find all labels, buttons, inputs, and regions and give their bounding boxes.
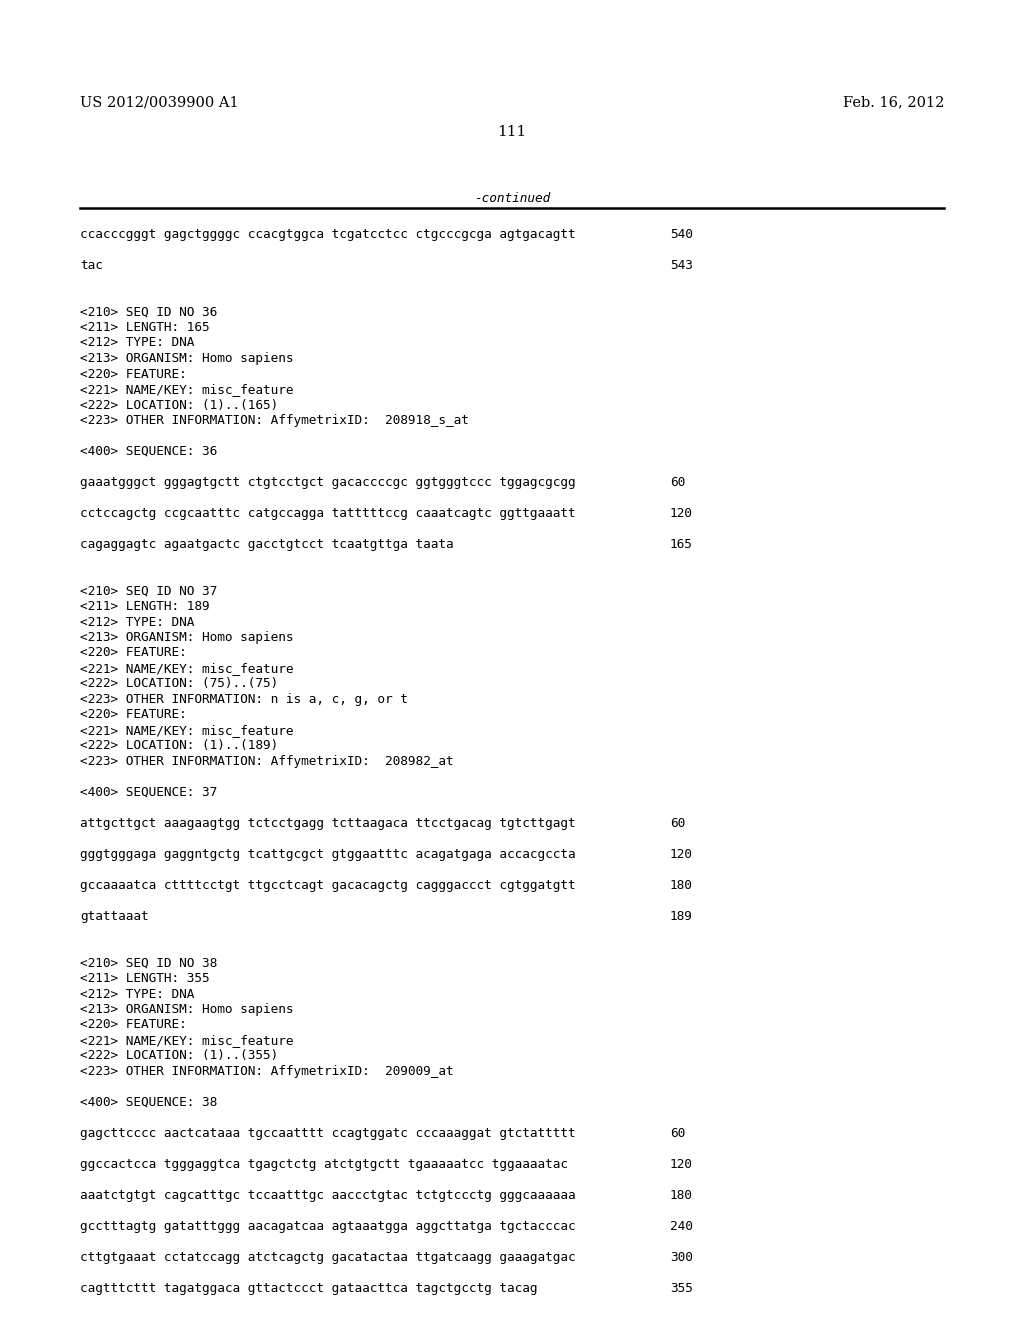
- Text: <213> ORGANISM: Homo sapiens: <213> ORGANISM: Homo sapiens: [80, 352, 294, 366]
- Text: 189: 189: [670, 909, 693, 923]
- Text: 60: 60: [670, 1127, 685, 1140]
- Text: <210> SEQ ID NO 37: <210> SEQ ID NO 37: [80, 585, 217, 598]
- Text: <210> SEQ ID NO 38: <210> SEQ ID NO 38: [80, 957, 217, 969]
- Text: cagaggagtc agaatgactc gacctgtcct tcaatgttga taata: cagaggagtc agaatgactc gacctgtcct tcaatgt…: [80, 539, 454, 550]
- Text: gcctttagtg gatatttggg aacagatcaa agtaaatgga aggcttatga tgctacccac: gcctttagtg gatatttggg aacagatcaa agtaaat…: [80, 1220, 575, 1233]
- Text: 543: 543: [670, 259, 693, 272]
- Text: <220> FEATURE:: <220> FEATURE:: [80, 367, 186, 380]
- Text: gaaatgggct gggagtgctt ctgtcctgct gacaccccgc ggtgggtccc tggagcgcgg: gaaatgggct gggagtgctt ctgtcctgct gacaccc…: [80, 477, 575, 488]
- Text: <221> NAME/KEY: misc_feature: <221> NAME/KEY: misc_feature: [80, 1034, 294, 1047]
- Text: 111: 111: [498, 125, 526, 139]
- Text: 60: 60: [670, 817, 685, 830]
- Text: cctccagctg ccgcaatttc catgccagga tatttttccg caaatcagtc ggttgaaatt: cctccagctg ccgcaatttc catgccagga tattttt…: [80, 507, 575, 520]
- Text: gccaaaatca cttttcctgt ttgcctcagt gacacagctg cagggaccct cgtggatgtt: gccaaaatca cttttcctgt ttgcctcagt gacacag…: [80, 879, 575, 892]
- Text: <210> SEQ ID NO 36: <210> SEQ ID NO 36: [80, 305, 217, 318]
- Text: ccacccgggt gagctggggc ccacgtggca tcgatcctcc ctgcccgcga agtgacagtt: ccacccgggt gagctggggc ccacgtggca tcgatcc…: [80, 228, 575, 242]
- Text: attgcttgct aaagaagtgg tctcctgagg tcttaagaca ttcctgacag tgtcttgagt: attgcttgct aaagaagtgg tctcctgagg tcttaag…: [80, 817, 575, 830]
- Text: <221> NAME/KEY: misc_feature: <221> NAME/KEY: misc_feature: [80, 723, 294, 737]
- Text: -continued: -continued: [474, 191, 550, 205]
- Text: <223> OTHER INFORMATION: AffymetrixID:  209009_at: <223> OTHER INFORMATION: AffymetrixID: 2…: [80, 1065, 454, 1078]
- Text: <220> FEATURE:: <220> FEATURE:: [80, 647, 186, 660]
- Text: <223> OTHER INFORMATION: AffymetrixID:  208918_s_at: <223> OTHER INFORMATION: AffymetrixID: 2…: [80, 414, 469, 426]
- Text: 180: 180: [670, 1189, 693, 1203]
- Text: <220> FEATURE:: <220> FEATURE:: [80, 1019, 186, 1031]
- Text: <400> SEQUENCE: 38: <400> SEQUENCE: 38: [80, 1096, 217, 1109]
- Text: cttgtgaaat cctatccagg atctcagctg gacatactaa ttgatcaagg gaaagatgac: cttgtgaaat cctatccagg atctcagctg gacatac…: [80, 1251, 575, 1265]
- Text: 120: 120: [670, 1158, 693, 1171]
- Text: <211> LENGTH: 165: <211> LENGTH: 165: [80, 321, 210, 334]
- Text: US 2012/0039900 A1: US 2012/0039900 A1: [80, 95, 239, 110]
- Text: <222> LOCATION: (75)..(75): <222> LOCATION: (75)..(75): [80, 677, 279, 690]
- Text: <223> OTHER INFORMATION: n is a, c, g, or t: <223> OTHER INFORMATION: n is a, c, g, o…: [80, 693, 408, 706]
- Text: <211> LENGTH: 189: <211> LENGTH: 189: [80, 601, 210, 612]
- Text: <222> LOCATION: (1)..(189): <222> LOCATION: (1)..(189): [80, 739, 279, 752]
- Text: Feb. 16, 2012: Feb. 16, 2012: [843, 95, 944, 110]
- Text: <223> OTHER INFORMATION: AffymetrixID:  208982_at: <223> OTHER INFORMATION: AffymetrixID: 2…: [80, 755, 454, 768]
- Text: <212> TYPE: DNA: <212> TYPE: DNA: [80, 615, 195, 628]
- Text: cagtttcttt tagatggaca gttactccct gataacttca tagctgcctg tacag: cagtttcttt tagatggaca gttactccct gataact…: [80, 1282, 538, 1295]
- Text: gagcttcccc aactcataaa tgccaatttt ccagtggatc cccaaaggat gtctattttt: gagcttcccc aactcataaa tgccaatttt ccagtgg…: [80, 1127, 575, 1140]
- Text: 120: 120: [670, 507, 693, 520]
- Text: 180: 180: [670, 879, 693, 892]
- Text: <221> NAME/KEY: misc_feature: <221> NAME/KEY: misc_feature: [80, 383, 294, 396]
- Text: <222> LOCATION: (1)..(355): <222> LOCATION: (1)..(355): [80, 1049, 279, 1063]
- Text: 300: 300: [670, 1251, 693, 1265]
- Text: <400> SEQUENCE: 37: <400> SEQUENCE: 37: [80, 785, 217, 799]
- Text: <211> LENGTH: 355: <211> LENGTH: 355: [80, 972, 210, 985]
- Text: <213> ORGANISM: Homo sapiens: <213> ORGANISM: Homo sapiens: [80, 1003, 294, 1016]
- Text: <222> LOCATION: (1)..(165): <222> LOCATION: (1)..(165): [80, 399, 279, 412]
- Text: <212> TYPE: DNA: <212> TYPE: DNA: [80, 987, 195, 1001]
- Text: tac: tac: [80, 259, 102, 272]
- Text: gtattaaat: gtattaaat: [80, 909, 148, 923]
- Text: <400> SEQUENCE: 36: <400> SEQUENCE: 36: [80, 445, 217, 458]
- Text: ggccactcca tgggaggtca tgagctctg atctgtgctt tgaaaaatcc tggaaaatac: ggccactcca tgggaggtca tgagctctg atctgtgc…: [80, 1158, 568, 1171]
- Text: <221> NAME/KEY: misc_feature: <221> NAME/KEY: misc_feature: [80, 663, 294, 675]
- Text: 60: 60: [670, 477, 685, 488]
- Text: gggtgggaga gaggntgctg tcattgcgct gtggaatttc acagatgaga accacgccta: gggtgggaga gaggntgctg tcattgcgct gtggaat…: [80, 847, 575, 861]
- Text: 540: 540: [670, 228, 693, 242]
- Text: <212> TYPE: DNA: <212> TYPE: DNA: [80, 337, 195, 350]
- Text: <220> FEATURE:: <220> FEATURE:: [80, 709, 186, 722]
- Text: 120: 120: [670, 847, 693, 861]
- Text: 355: 355: [670, 1282, 693, 1295]
- Text: aaatctgtgt cagcatttgc tccaatttgc aaccctgtac tctgtccctg gggcaaaaaa: aaatctgtgt cagcatttgc tccaatttgc aaccctg…: [80, 1189, 575, 1203]
- Text: 165: 165: [670, 539, 693, 550]
- Text: <213> ORGANISM: Homo sapiens: <213> ORGANISM: Homo sapiens: [80, 631, 294, 644]
- Text: 240: 240: [670, 1220, 693, 1233]
